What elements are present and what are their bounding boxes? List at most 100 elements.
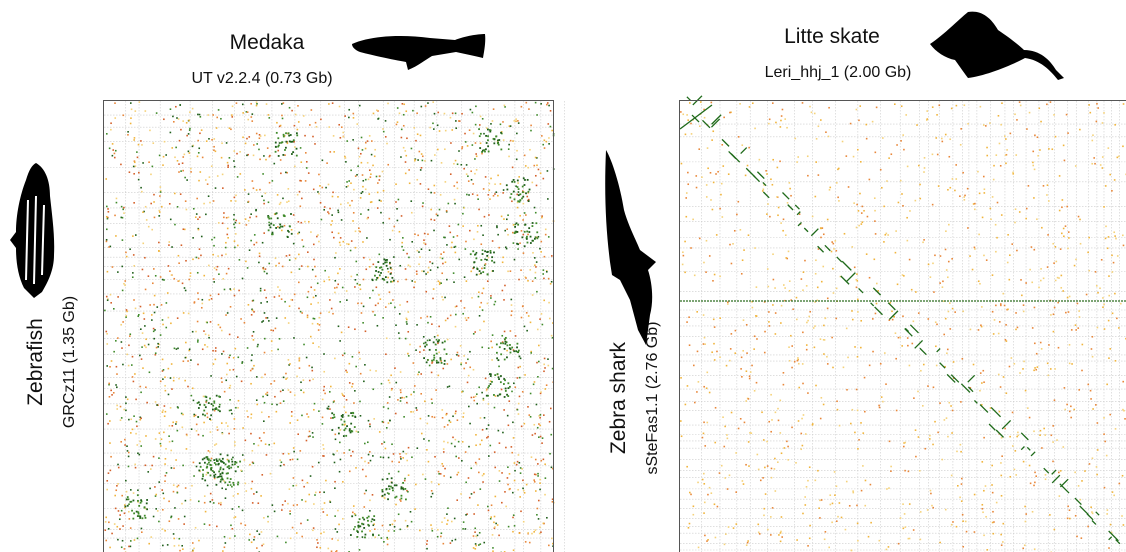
dot — [514, 232, 516, 234]
synteny-segment — [920, 348, 926, 354]
dot — [475, 106, 477, 108]
dot — [835, 318, 837, 320]
dot — [788, 251, 790, 253]
dot — [538, 345, 540, 347]
dot — [455, 160, 457, 162]
dot — [123, 207, 125, 209]
dot — [735, 330, 737, 332]
dot — [272, 504, 274, 506]
dot — [457, 419, 459, 421]
dot — [857, 299, 859, 301]
dot — [722, 165, 724, 167]
dot — [123, 283, 125, 285]
dot — [362, 191, 364, 193]
dot — [440, 194, 442, 196]
dot — [279, 338, 281, 340]
dot — [282, 154, 284, 156]
dot — [1078, 216, 1080, 218]
dot — [947, 349, 949, 351]
dot — [469, 367, 471, 369]
dot — [432, 493, 434, 495]
dot — [388, 271, 390, 273]
dot — [548, 545, 550, 547]
dot — [497, 373, 499, 375]
dot — [504, 491, 506, 493]
dot — [165, 154, 167, 156]
dot — [534, 433, 536, 435]
dot — [256, 105, 258, 107]
dot — [259, 137, 261, 139]
dot — [417, 447, 419, 449]
dot — [303, 246, 305, 248]
dot — [857, 356, 859, 358]
dot — [515, 120, 517, 122]
dot — [293, 451, 295, 453]
dot — [300, 381, 302, 383]
dot — [512, 422, 514, 424]
dot — [198, 401, 200, 403]
dot — [848, 186, 850, 188]
dot — [124, 439, 126, 441]
dot — [1037, 155, 1039, 157]
dot — [329, 208, 331, 210]
dot — [269, 155, 271, 157]
dot — [393, 530, 395, 532]
dot — [1092, 134, 1094, 136]
dot — [125, 316, 127, 318]
dot — [421, 153, 423, 155]
dot — [728, 526, 730, 528]
dot — [125, 480, 127, 482]
dot — [142, 367, 144, 369]
dot — [344, 353, 346, 355]
dot — [208, 402, 210, 404]
dot — [535, 236, 537, 238]
dot — [517, 461, 519, 463]
dot — [775, 412, 777, 414]
dot — [748, 147, 750, 149]
dot — [734, 230, 736, 232]
dot — [516, 346, 518, 348]
synteny-segment — [741, 148, 747, 154]
dot — [319, 547, 321, 549]
dot — [480, 133, 482, 135]
dot — [431, 490, 433, 492]
dot — [526, 231, 528, 233]
dot — [416, 409, 418, 411]
dot — [188, 133, 190, 135]
dot — [869, 365, 871, 367]
dot — [473, 333, 475, 335]
dot — [158, 210, 160, 212]
dot — [133, 415, 135, 417]
dot — [160, 381, 162, 383]
dot — [121, 341, 123, 343]
dot — [1097, 422, 1099, 424]
y-title: Zebrafish — [24, 318, 47, 406]
dot — [136, 444, 138, 446]
dot — [1064, 409, 1066, 411]
dot — [524, 374, 526, 376]
dot — [359, 284, 361, 286]
dot — [327, 211, 329, 213]
dot — [130, 123, 132, 125]
dot — [1005, 324, 1007, 326]
dot — [1035, 475, 1037, 477]
dot — [512, 531, 514, 533]
dot — [174, 193, 176, 195]
dot — [408, 447, 410, 449]
dot — [480, 243, 482, 245]
dot — [128, 498, 130, 500]
dot — [937, 432, 939, 434]
dot — [907, 337, 909, 339]
dot — [138, 515, 140, 517]
dot — [537, 376, 539, 378]
dot — [798, 363, 800, 365]
dot — [158, 242, 160, 244]
dot — [352, 451, 354, 453]
dot — [423, 438, 425, 440]
dot — [198, 470, 200, 472]
dot — [440, 473, 442, 475]
dotplot-skate — [680, 96, 1126, 552]
dot — [146, 499, 148, 501]
dot — [1052, 425, 1054, 427]
dot — [434, 154, 436, 156]
